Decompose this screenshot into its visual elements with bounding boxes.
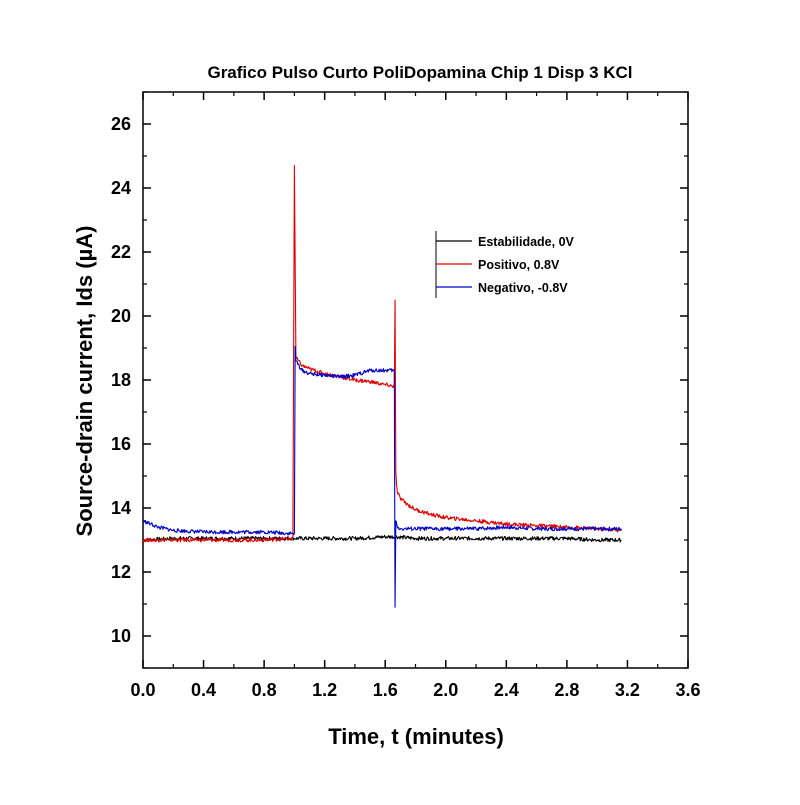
x-axis-title: Time, t (minutes) <box>328 724 504 749</box>
chart-title: Grafico Pulso Curto PoliDopamina Chip 1 … <box>207 63 632 82</box>
series-line-1 <box>142 165 622 543</box>
x-tick-label: 3.2 <box>615 680 640 700</box>
x-tick-label: 1.2 <box>312 680 337 700</box>
x-tick-label: 0.0 <box>130 680 155 700</box>
y-axis-title: Source-drain current, Ids (µA) <box>72 226 97 537</box>
axis-ticks: 0.0 0.4 0.8 1.2 1.6 2.0 2.4 2.8 3.2 3.6 10 12 14 16 18… <box>111 91 701 700</box>
y-tick-label: 20 <box>111 306 131 326</box>
plot-area <box>142 91 689 669</box>
x-tick-label: 2.0 <box>433 680 458 700</box>
x-tick-label: 0.8 <box>252 680 277 700</box>
x-tick-label: 1.6 <box>373 680 398 700</box>
y-tick-label: 10 <box>111 626 131 646</box>
y-tick-label: 24 <box>111 178 131 198</box>
y-tick-label: 26 <box>111 114 131 134</box>
series-line-2 <box>142 345 622 608</box>
y-tick-label: 16 <box>111 434 131 454</box>
y-tick-label: 14 <box>111 498 131 518</box>
series-lines <box>142 165 622 608</box>
legend-label-2: Negativo, -0.8V <box>478 281 568 295</box>
y-tick-label: 12 <box>111 562 131 582</box>
legend: Estabilidade, 0V Positivo, 0.8V Negativo, … <box>435 231 575 298</box>
y-tick-label: 22 <box>111 242 131 262</box>
x-tick-label: 0.4 <box>191 680 216 700</box>
legend-label-0: Estabilidade, 0V <box>478 235 575 249</box>
x-tick-label: 3.6 <box>675 680 700 700</box>
x-tick-label: 2.4 <box>494 680 519 700</box>
y-tick-label: 18 <box>111 370 131 390</box>
legend-label-1: Positivo, 0.8V <box>478 258 560 272</box>
x-tick-label: 2.8 <box>554 680 579 700</box>
plot-frame <box>142 91 689 669</box>
